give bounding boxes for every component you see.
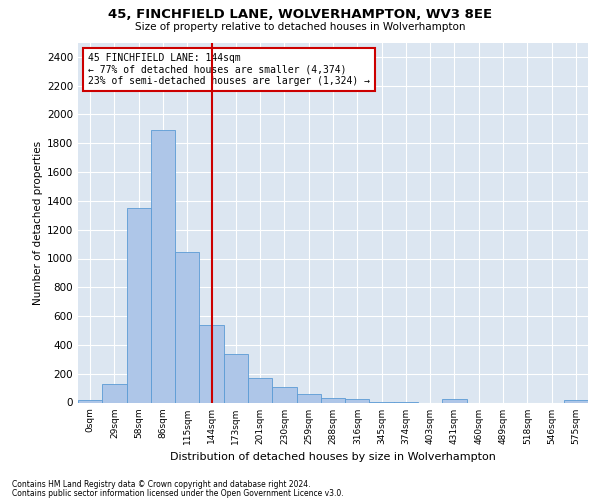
- Text: 45 FINCHFIELD LANE: 144sqm
← 77% of detached houses are smaller (4,374)
23% of s: 45 FINCHFIELD LANE: 144sqm ← 77% of deta…: [88, 54, 370, 86]
- Bar: [321, 398, 345, 402]
- Bar: [248, 378, 272, 402]
- Bar: [151, 130, 175, 402]
- Text: Contains public sector information licensed under the Open Government Licence v3: Contains public sector information licen…: [12, 489, 344, 498]
- Text: Contains HM Land Registry data © Crown copyright and database right 2024.: Contains HM Land Registry data © Crown c…: [12, 480, 311, 489]
- Y-axis label: Number of detached properties: Number of detached properties: [33, 140, 43, 304]
- Bar: [102, 384, 127, 402]
- Bar: [296, 394, 321, 402]
- Bar: [127, 208, 151, 402]
- Bar: [272, 386, 296, 402]
- Bar: [199, 326, 224, 402]
- Bar: [175, 252, 199, 402]
- X-axis label: Distribution of detached houses by size in Wolverhampton: Distribution of detached houses by size …: [170, 452, 496, 462]
- Text: Size of property relative to detached houses in Wolverhampton: Size of property relative to detached ho…: [135, 22, 465, 32]
- Bar: [224, 354, 248, 403]
- Bar: [345, 400, 370, 402]
- Bar: [78, 400, 102, 402]
- Bar: [564, 400, 588, 402]
- Bar: [442, 400, 467, 402]
- Text: 45, FINCHFIELD LANE, WOLVERHAMPTON, WV3 8EE: 45, FINCHFIELD LANE, WOLVERHAMPTON, WV3 …: [108, 8, 492, 20]
